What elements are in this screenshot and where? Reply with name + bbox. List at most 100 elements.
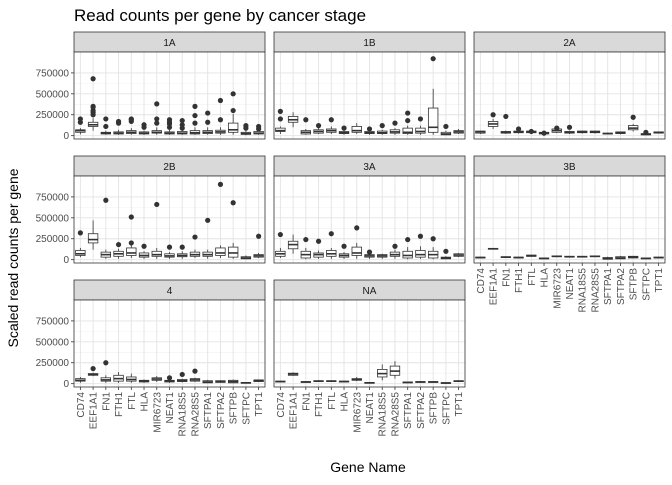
box-SFTPA2 (615, 131, 626, 135)
facet-strip-label: 1B (363, 38, 376, 49)
x-tick-label: EEF1A1 (89, 392, 100, 430)
outlier-point (430, 236, 436, 242)
x-tick-label: HLA (140, 392, 151, 412)
outlier-point (341, 125, 347, 131)
x-tick-label: RNA18S5 (178, 392, 189, 437)
outlier-point (328, 231, 334, 237)
outlier-point (341, 243, 347, 249)
outlier-point (128, 116, 134, 122)
box-CD74 (75, 230, 86, 258)
x-tick-label: EEF1A1 (489, 268, 500, 306)
facet-panel-2B: 2B 0 250000 500000 750000 (36, 155, 266, 266)
outlier-point (154, 116, 160, 122)
box-CD74 (275, 108, 286, 134)
outlier-point (256, 123, 262, 130)
box-RNA28S5 (389, 120, 401, 135)
outlier-point (541, 130, 547, 136)
outlier-point (405, 117, 411, 124)
x-tick-label: SFTPA2 (616, 268, 627, 305)
box-RNA28S5 (589, 130, 601, 134)
outlier-point (315, 123, 322, 129)
box-HLA (138, 243, 150, 259)
box-NEAT1 (364, 381, 375, 384)
outlier-point (417, 116, 424, 122)
box-EEF1A1 (287, 372, 299, 376)
box-SFTPA1 (202, 379, 213, 384)
x-tick-label: TPT1 (254, 392, 265, 417)
box-SFTPB (227, 200, 239, 259)
outlier-point (217, 117, 224, 123)
box-RNA28S5 (389, 243, 401, 259)
box-MIR6723 (551, 125, 562, 134)
x-tick-label: SFTPA2 (216, 392, 227, 429)
facet-strip-label: 3B (563, 162, 576, 173)
outlier-point (205, 217, 211, 223)
panel-border (473, 51, 666, 140)
outlier-point (354, 225, 360, 231)
box-SFTPB (227, 91, 239, 135)
y-tick-label: 500000 (36, 213, 70, 224)
x-tick-label: MIR6723 (152, 392, 163, 433)
outlier-point (192, 368, 198, 374)
x-tick-label: RNA18S5 (378, 392, 389, 437)
box-EEF1A1 (87, 365, 99, 377)
outlier-point (230, 91, 236, 97)
x-tick-label: FN1 (301, 392, 312, 411)
outlier-point (103, 360, 109, 366)
box-SFTPC (440, 382, 452, 384)
box-FN1 (100, 116, 112, 135)
outlier-point (405, 236, 411, 243)
box-FN1 (300, 117, 312, 135)
y-tick-label: 750000 (36, 68, 70, 79)
box-SFTPA2 (215, 380, 226, 383)
x-tick-label: SFTPC (241, 392, 252, 425)
outlier-point (166, 244, 173, 250)
y-axis-label: Scaled read counts per gene (5, 168, 21, 347)
x-tick-label: CD74 (76, 392, 87, 418)
box-RNA18S5 (377, 253, 388, 259)
x-tick-label: RNA18S5 (578, 268, 589, 313)
x-tick-label: EEF1A1 (289, 392, 300, 430)
box-RNA28S5 (189, 368, 201, 382)
box-body (415, 127, 426, 134)
outlier-point (192, 103, 198, 109)
outlier-point (392, 243, 398, 249)
outlier-point (277, 116, 283, 122)
box-NEAT1 (364, 126, 375, 135)
box-HLA (338, 243, 350, 259)
outlier-point (115, 118, 122, 125)
box-body (402, 250, 413, 259)
box-TPT1 (653, 131, 664, 134)
x-tick-label: SFTPA2 (416, 392, 427, 429)
x-tick-label: HLA (340, 392, 351, 412)
box-RNA28S5 (589, 255, 601, 258)
facet-strip-label: 1A (163, 38, 176, 49)
outlier-point (315, 238, 322, 244)
box-SFTPA1 (202, 110, 213, 135)
box-body (275, 127, 286, 132)
box-SFTPB (427, 381, 439, 383)
box-RNA18S5 (377, 364, 388, 381)
outlier-point (179, 122, 185, 128)
outlier-point (328, 117, 334, 123)
box-CD74 (75, 116, 86, 135)
box-body (427, 107, 439, 133)
box-SFTPC (240, 381, 252, 384)
box-SFTPB (427, 56, 439, 135)
x-tick-label: TPT1 (654, 268, 665, 293)
outlier-point (192, 112, 198, 119)
outlier-point (154, 120, 160, 126)
box-FTH1 (313, 123, 324, 134)
x-tick-label: RNA28S5 (390, 392, 401, 437)
box-CD74 (475, 256, 486, 259)
outlier-point (430, 56, 436, 62)
box-FTH1 (113, 371, 124, 383)
box-TPT1 (253, 233, 264, 258)
outlier-point (303, 117, 309, 123)
outlier-point (103, 197, 109, 203)
box-RNA28S5 (189, 234, 201, 258)
box-MIR6723 (151, 201, 162, 259)
box-SFTPA1 (402, 381, 413, 384)
outlier-point (643, 129, 649, 135)
box-RNA18S5 (577, 130, 588, 134)
